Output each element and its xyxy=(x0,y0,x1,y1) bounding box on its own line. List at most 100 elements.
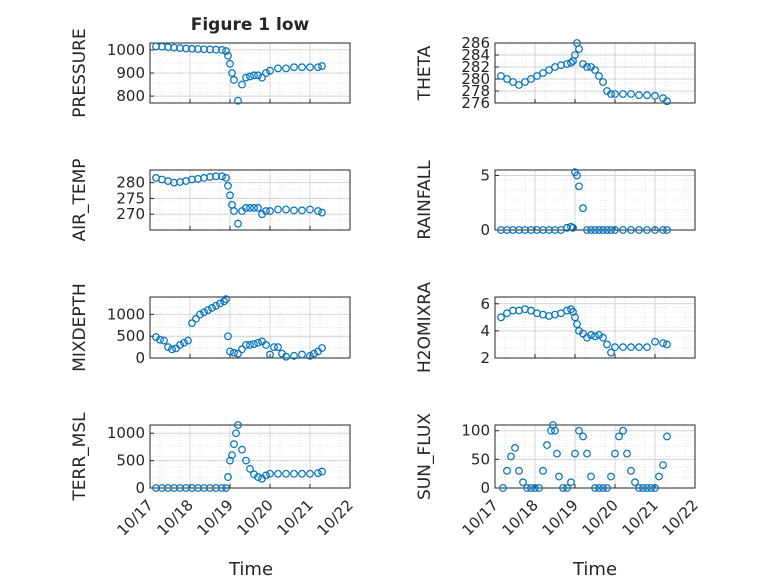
data-point xyxy=(242,73,250,82)
data-point xyxy=(575,182,583,191)
data-point xyxy=(242,341,250,349)
data-point xyxy=(164,484,172,492)
data-point xyxy=(567,478,575,487)
data-point xyxy=(651,484,659,492)
data-point xyxy=(643,91,651,100)
data-point xyxy=(254,473,262,481)
data-point xyxy=(579,329,587,338)
data-point xyxy=(607,90,615,98)
data-point xyxy=(282,352,290,361)
axes-h2omixra: 2 4 6 H2OMIXRA xyxy=(415,282,696,373)
data-point xyxy=(224,181,232,190)
data-point xyxy=(318,344,326,352)
data-point xyxy=(274,343,282,352)
data-point xyxy=(591,226,599,234)
data-point xyxy=(246,203,254,212)
data-point xyxy=(591,484,599,492)
data-point xyxy=(559,484,567,492)
data-point xyxy=(258,73,266,82)
data-point xyxy=(615,432,623,441)
data-point xyxy=(583,226,591,234)
x-tick-label: 10/22 xyxy=(314,496,357,539)
data-point xyxy=(519,478,527,487)
y-tick-label: 270 xyxy=(116,205,145,223)
y-tick-label: 500 xyxy=(116,452,145,470)
data-point xyxy=(298,206,306,215)
data-point xyxy=(619,90,627,98)
data-point xyxy=(234,96,242,105)
data-point xyxy=(314,469,322,478)
x-tick-label: 10/17 xyxy=(114,496,157,539)
data-point xyxy=(246,72,254,81)
y-tick-label: 800 xyxy=(116,87,145,105)
y-tick-label: 280 xyxy=(461,70,490,88)
data-point xyxy=(226,347,234,356)
data-point xyxy=(232,429,240,438)
data-point xyxy=(527,484,535,492)
axes-frame xyxy=(494,169,696,231)
data-point xyxy=(242,203,250,212)
data-point xyxy=(212,484,220,492)
data-point xyxy=(523,484,531,492)
data-point xyxy=(635,226,643,234)
data-point xyxy=(306,469,314,478)
data-point xyxy=(218,172,226,181)
data-point xyxy=(242,456,250,465)
data-point xyxy=(218,484,226,492)
data-point xyxy=(254,203,262,212)
data-point xyxy=(282,469,290,478)
data-point xyxy=(204,306,212,314)
data-point xyxy=(234,421,242,429)
x-tick-label: 10/21 xyxy=(619,496,662,539)
data-point xyxy=(176,341,184,349)
x-axis-label-left: Time xyxy=(228,559,273,580)
data-point xyxy=(170,484,178,492)
data-point xyxy=(571,51,579,59)
y-tick-label: 278 xyxy=(461,82,490,100)
y-tick-label: 1000 xyxy=(107,424,145,442)
x-tick-label: 10/19 xyxy=(194,496,237,539)
y-axis-label: AIR_TEMP xyxy=(70,159,90,242)
data-point xyxy=(535,484,543,492)
data-point xyxy=(503,75,511,83)
data-point xyxy=(599,226,607,234)
data-point xyxy=(573,171,581,180)
data-point xyxy=(262,207,270,215)
data-point xyxy=(663,432,671,441)
data-point xyxy=(595,484,603,492)
data-point xyxy=(200,484,208,492)
data-point xyxy=(587,472,595,481)
data-point xyxy=(659,226,667,234)
data-point xyxy=(611,343,619,352)
data-point xyxy=(611,449,619,458)
y-tick-label: 1000 xyxy=(107,41,145,59)
axes-rainfall: 0 5 RAINFALL xyxy=(415,160,696,240)
data-point xyxy=(539,466,547,475)
x-tick-label: 10/17 xyxy=(459,496,502,539)
data-point xyxy=(575,426,583,435)
data-point xyxy=(298,469,306,478)
y-tick-label: 50 xyxy=(471,450,490,468)
data-point xyxy=(266,66,274,75)
data-point xyxy=(182,484,190,492)
data-point xyxy=(254,71,262,80)
data-point xyxy=(274,469,282,478)
data-point xyxy=(266,207,274,215)
data-point xyxy=(575,45,583,53)
data-point xyxy=(270,343,278,352)
data-point xyxy=(627,343,635,352)
y-tick-label: 276 xyxy=(461,94,490,112)
data-point xyxy=(318,467,326,476)
data-point xyxy=(579,432,587,441)
data-point xyxy=(226,59,234,68)
data-point xyxy=(631,478,639,487)
data-point xyxy=(579,204,587,213)
data-point xyxy=(607,348,615,357)
data-point xyxy=(234,349,242,358)
data-point xyxy=(306,63,314,72)
data-point xyxy=(527,75,535,83)
data-point xyxy=(216,299,224,308)
data-point xyxy=(635,343,643,352)
data-point xyxy=(521,78,529,86)
